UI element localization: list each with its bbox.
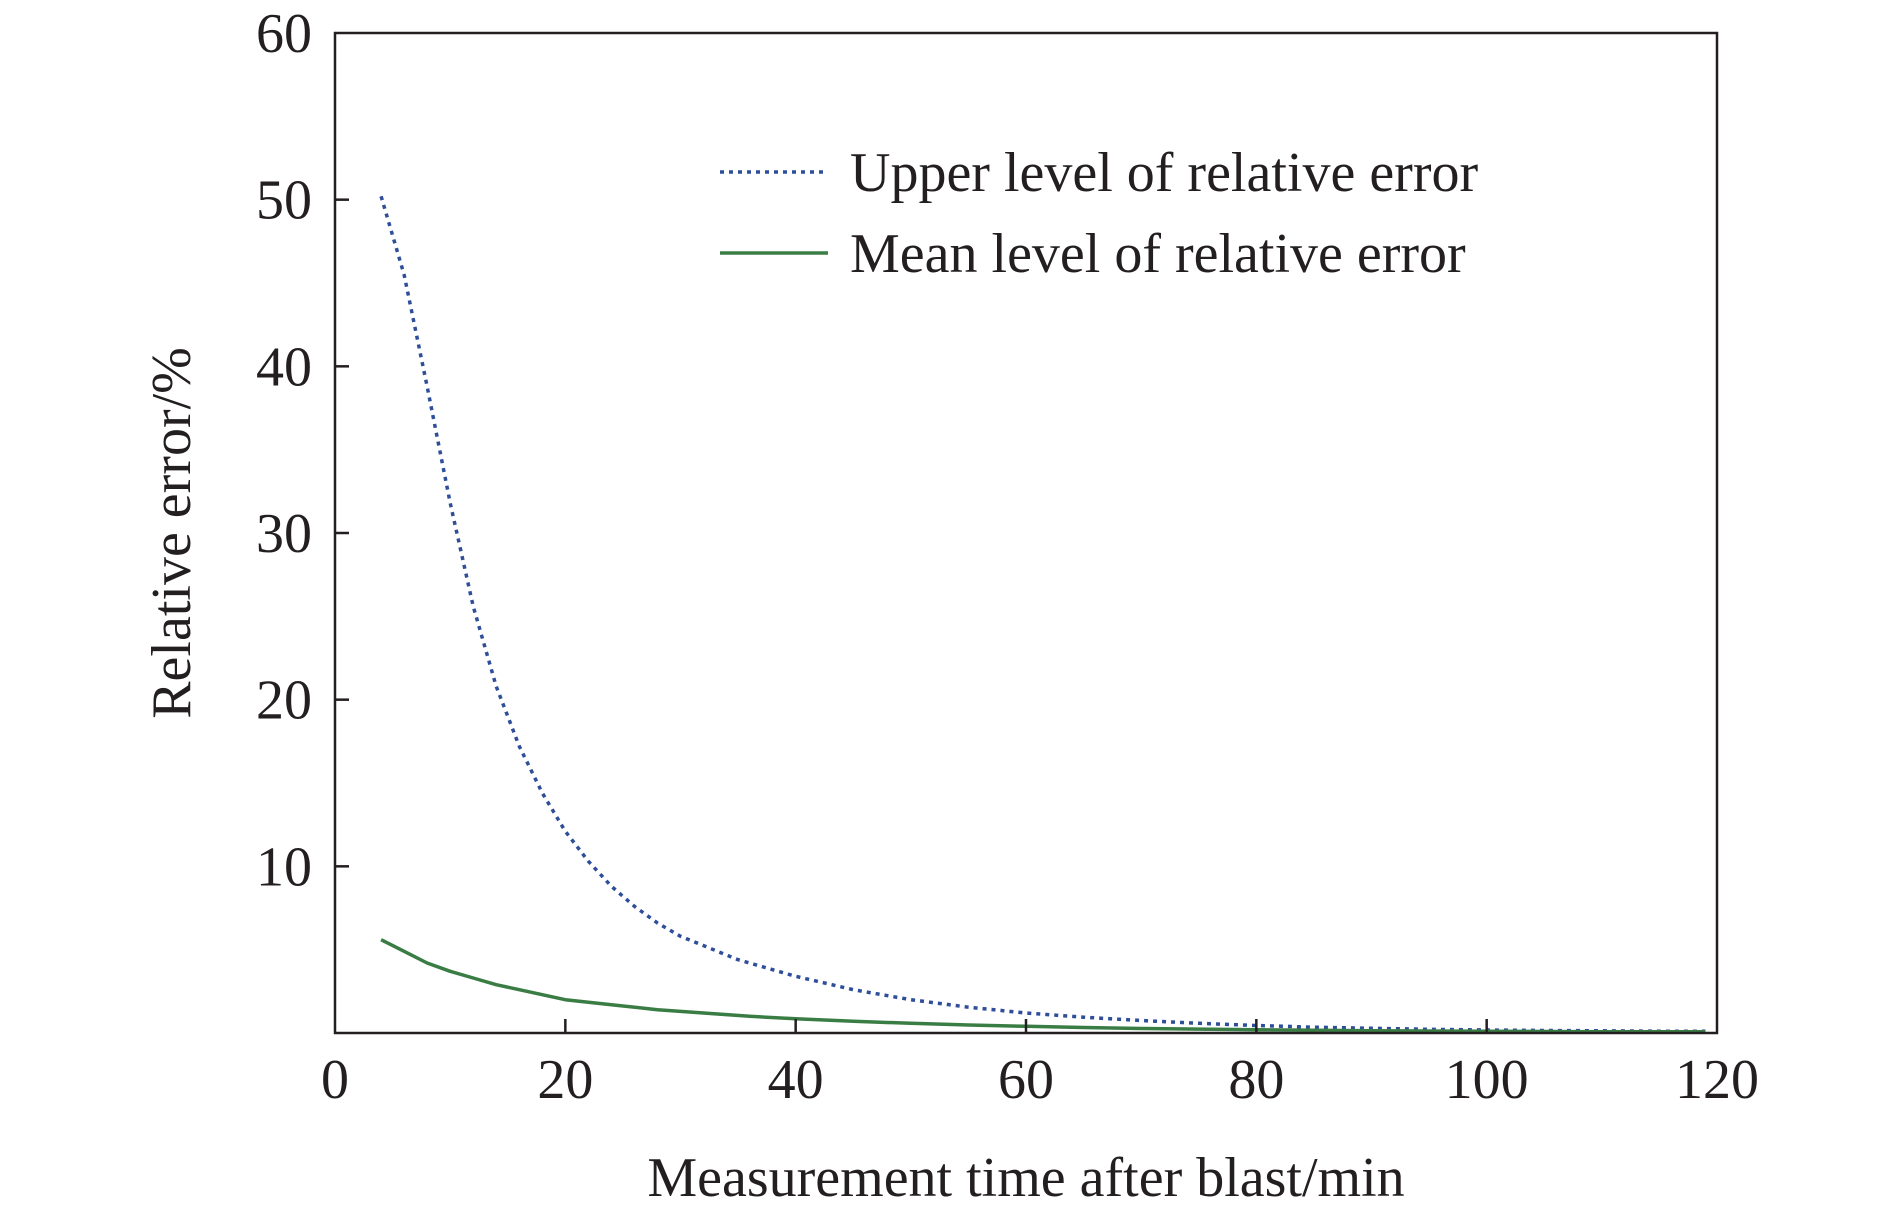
- tick-layer: [335, 198, 1488, 1033]
- y-axis-label: Relative error/%: [141, 347, 203, 719]
- x-tick-label-6: 120: [1675, 1049, 1759, 1111]
- series-layer: [379, 195, 1706, 1034]
- series-line-0: [379, 195, 1706, 1034]
- y-tick-label-4: 50: [256, 170, 312, 232]
- x-tick-label-3: 60: [998, 1049, 1054, 1111]
- x-tick-label-4: 80: [1228, 1049, 1284, 1111]
- x-tick-label-0: 0: [321, 1049, 349, 1111]
- legend: Upper level of relative error Mean level…: [720, 142, 1478, 285]
- x-axis-label: Measurement time after blast/min: [647, 1147, 1404, 1209]
- label-layer: 0 20 40 60 80 100 120 10 20 30 40 50 60: [256, 3, 1759, 1111]
- series-line-1: [380, 938, 1706, 1034]
- y-tick-label-1: 20: [256, 670, 312, 732]
- y-tick-label-5: 60: [256, 3, 312, 65]
- x-tick-label-1: 20: [537, 1049, 593, 1111]
- y-tick-label-2: 30: [256, 503, 312, 565]
- x-tick-label-2: 40: [768, 1049, 824, 1111]
- y-tick-label-0: 10: [256, 836, 312, 898]
- legend-label-upper: Upper level of relative error: [850, 142, 1478, 204]
- x-tick-label-5: 100: [1445, 1049, 1529, 1111]
- legend-label-mean: Mean level of relative error: [850, 223, 1466, 285]
- y-tick-label-3: 40: [256, 336, 312, 398]
